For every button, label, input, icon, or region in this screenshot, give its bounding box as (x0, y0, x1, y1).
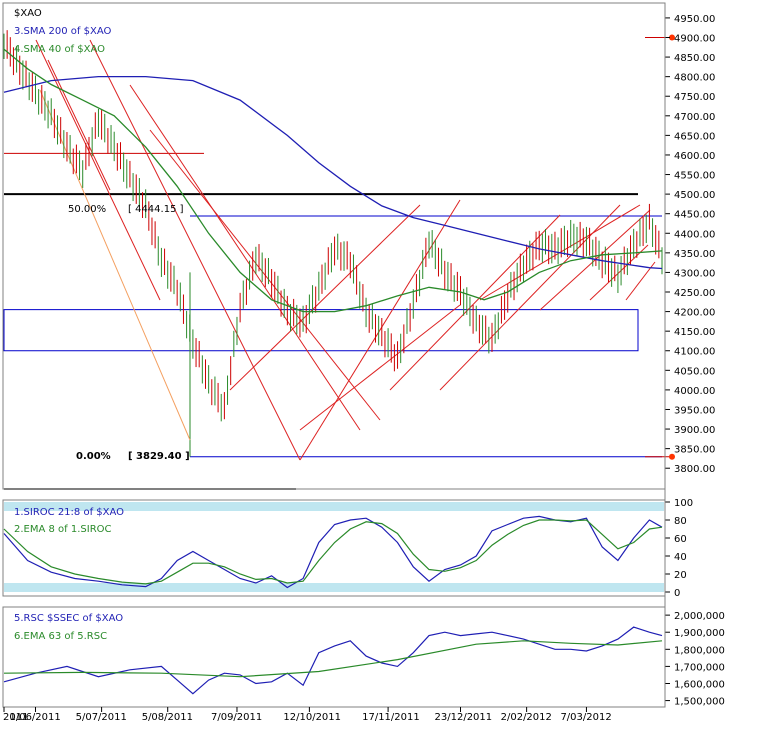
y-tick-label: 4250.00 (674, 288, 715, 299)
y-tick-label: 100 (674, 498, 693, 509)
trend-channel-line (35, 39, 161, 301)
x-tick-label: 17/11/2011 (362, 712, 420, 723)
trend-channel-line (47, 59, 111, 191)
x-tick-label: 2011 (3, 712, 28, 723)
x-tick-label: 7/09/2011 (211, 712, 262, 723)
y-tick-label: 1,600,000 (674, 679, 725, 690)
y-tick-label: 4350.00 (674, 249, 715, 260)
x-tick-label: 2/02/2012 (501, 712, 552, 723)
legend-sma40: 4.SMA 40 of $XAO (14, 44, 105, 55)
price-panel (2, 2, 666, 490)
y-tick-label: 4750.00 (674, 92, 715, 103)
series-line (3, 640, 663, 678)
y-tick-label: 4500.00 (674, 190, 715, 201)
y-tick-label: 3850.00 (674, 445, 715, 456)
y-tick-label: 4700.00 (674, 112, 715, 123)
y-tick-label: 4300.00 (674, 268, 715, 279)
siroc-panel (2, 499, 666, 597)
y-tick-label: 4200.00 (674, 308, 715, 319)
series-line (3, 75, 663, 270)
legend-siroc-ema: 2.EMA 8 of 1.SIROC (14, 524, 112, 535)
x-tick-label: 12/10/2011 (283, 712, 341, 723)
y-tick-label: 3900.00 (674, 425, 715, 436)
y-tick-label: 2,000,000 (674, 611, 725, 622)
series-line (3, 48, 663, 313)
series-line (3, 519, 663, 585)
x-tick-label: 5/08/2011 (142, 712, 193, 723)
legend-rsc: 5.RSC $SSEC of $XAO (14, 613, 123, 624)
trend-channel-line (299, 304, 461, 431)
overbought-band (4, 502, 664, 511)
trend-channel-line (299, 199, 461, 461)
y-tick-label: 4850.00 (674, 53, 715, 64)
series-line (3, 626, 663, 695)
trend-channel-line (589, 244, 649, 301)
y-tick-label: 1,800,000 (674, 645, 725, 656)
y-tick-label: 4050.00 (674, 366, 715, 377)
y-tick-label: 1,500,000 (674, 697, 725, 708)
y-tick-label: 0 (674, 588, 680, 599)
y-tick-label: 4900.00 (674, 33, 715, 44)
support-box (3, 309, 639, 352)
axis-marker-dot (669, 453, 675, 460)
fib-0-pct: 0.00% (76, 451, 111, 462)
axis-marker-dot (669, 34, 675, 41)
y-tick-label: 60 (674, 534, 687, 545)
y-tick-label: 4450.00 (674, 210, 715, 221)
y-tick-label: 4800.00 (674, 73, 715, 84)
x-tick-label: 1/06/2011 (9, 712, 60, 723)
x-tick-label: 7/03/2012 (560, 712, 611, 723)
y-tick-label: 4000.00 (674, 386, 715, 397)
oversold-band (4, 583, 664, 592)
y-tick-label: 3950.00 (674, 405, 715, 416)
trend-channel-line (89, 39, 301, 461)
y-tick-label: 4400.00 (674, 229, 715, 240)
y-tick-label: 4150.00 (674, 327, 715, 338)
symbol-label: $XAO (14, 8, 42, 19)
fib-50-pct: 50.00% (68, 204, 106, 215)
y-tick-label: 3800.00 (674, 464, 715, 475)
legend-sma200: 3.SMA 200 of $XAO (14, 26, 111, 37)
fib-0-value: [ 3829.40 ] (128, 451, 190, 462)
y-tick-label: 40 (674, 552, 687, 563)
y-tick-label: 20 (674, 570, 687, 581)
trend-channel-line (389, 214, 561, 391)
fib-50-value: [ 4444.15 ] (128, 204, 184, 215)
legend-siroc: 1.SIROC 21:8 of $XAO (14, 507, 124, 518)
fan-line (39, 89, 191, 441)
y-tick-label: 4100.00 (674, 347, 715, 358)
trend-channel-line (229, 204, 421, 391)
x-tick-label: 23/12/2011 (435, 712, 493, 723)
x-tick-label: 5/07/2011 (76, 712, 127, 723)
y-tick-label: 4550.00 (674, 171, 715, 182)
rsc-panel (2, 606, 666, 708)
y-tick-label: 80 (674, 516, 687, 527)
y-tick-label: 1,900,000 (674, 628, 725, 639)
legend-rsc-ema: 6.EMA 63 of 5.RSC (14, 631, 107, 642)
y-tick-label: 4600.00 (674, 151, 715, 162)
trend-channel-line (129, 84, 361, 431)
y-tick-label: 1,700,000 (674, 662, 725, 673)
y-tick-label: 4950.00 (674, 14, 715, 25)
y-tick-label: 4650.00 (674, 131, 715, 142)
